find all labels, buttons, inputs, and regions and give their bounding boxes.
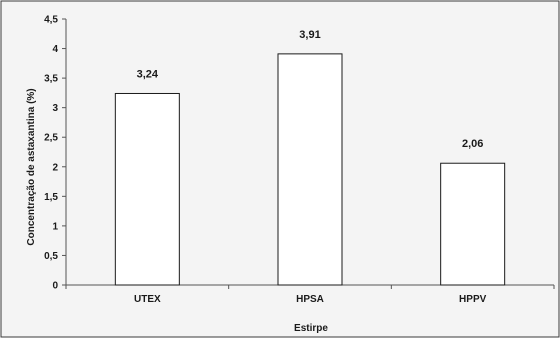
bar-hppv: [440, 162, 506, 286]
data-label-hpsa: 3,91: [299, 29, 320, 41]
bar-hpsa: [277, 53, 343, 286]
y-tick-label: 2,5: [44, 133, 58, 144]
data-label-utex: 3,24: [137, 68, 159, 80]
bars: [114, 53, 506, 286]
y-tick-label: 3,5: [44, 74, 58, 85]
x-tick-label-hppv: HPPV: [459, 294, 487, 305]
x-tick-label-utex: UTEX: [134, 294, 161, 305]
y-tick-label: 4,5: [44, 15, 58, 26]
y-tick-label: 4: [52, 44, 58, 55]
y-tick-label: 0,5: [44, 251, 58, 262]
bar-utex: [114, 92, 180, 286]
data-label-hppv: 2,06: [462, 138, 483, 150]
y-tick-label: 3: [52, 103, 58, 114]
y-tick-label: 0: [52, 281, 58, 292]
y-tick-label: 1: [52, 221, 58, 232]
x-tick-label-hpsa: HPSA: [296, 294, 324, 305]
y-tick-label: 1,5: [44, 192, 58, 203]
labels: 0 0,5 1 1,5 2 2,5 3 3,5 4 4,5 3,24 UTEX 3,91 HPSA 2,06…: [44, 15, 487, 306]
x-axis-title: Estirpe: [294, 323, 328, 334]
y-axis-title: Concentração de astaxantina (%): [26, 88, 37, 245]
y-tick-label: 2: [52, 162, 58, 173]
